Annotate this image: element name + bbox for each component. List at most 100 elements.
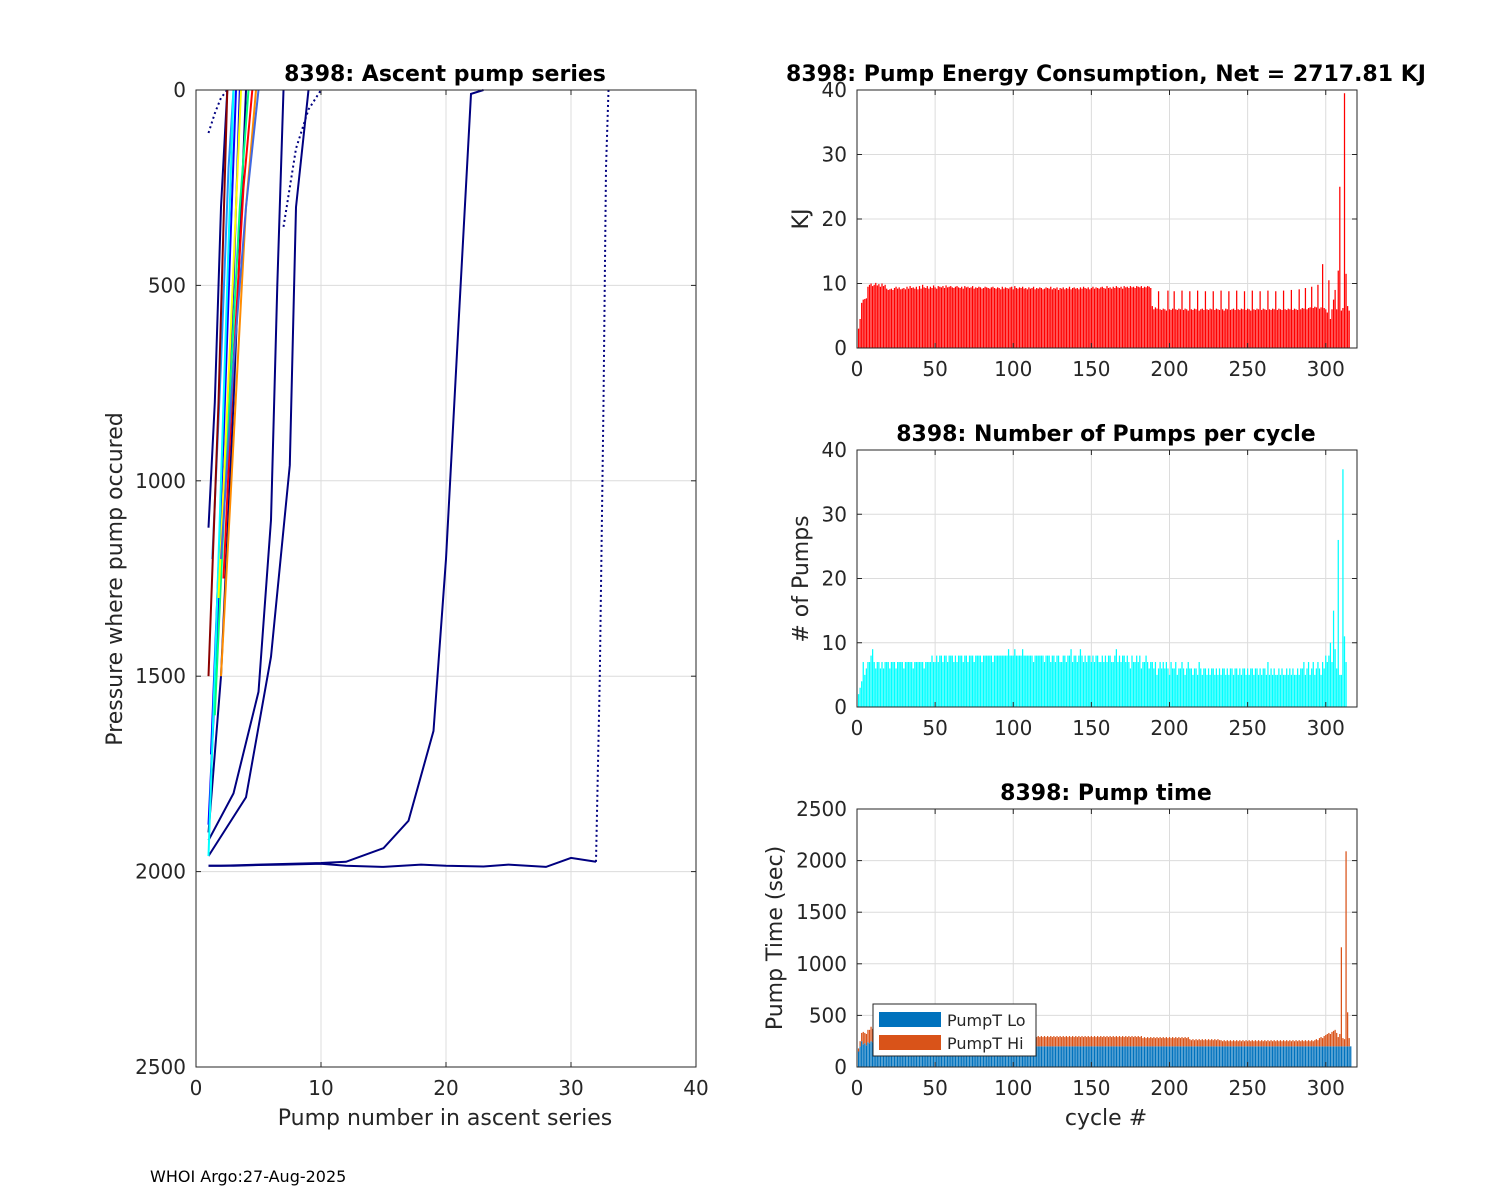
pumptime-bar [1062, 1036, 1064, 1047]
pumptime-bar [1318, 1046, 1321, 1067]
energy-bar [1059, 288, 1061, 348]
energy-bar [1304, 288, 1307, 348]
pumptime-bar [1159, 1037, 1161, 1047]
pumps-bar [1073, 655, 1075, 707]
pumptime-bar [1250, 1041, 1252, 1047]
energy-bar [1093, 288, 1096, 348]
energy-bar [959, 288, 961, 348]
energy-xtick-label: 200 [1150, 357, 1188, 381]
energy-bar [873, 284, 875, 348]
energy-bar [1012, 289, 1014, 348]
pumps-bar [1304, 674, 1307, 708]
energy-bar [1167, 290, 1169, 348]
pumps-bar [1170, 662, 1172, 707]
pumptime-bar [1273, 1040, 1275, 1047]
pumptime-bar [1136, 1046, 1138, 1067]
energy-bar [970, 287, 972, 348]
pumptime-bar [1132, 1037, 1135, 1047]
pumptime-bar [1250, 1046, 1252, 1067]
pumptime-bar [1036, 1037, 1038, 1047]
pumptime-bar [1273, 1046, 1275, 1067]
energy-bar [1282, 290, 1285, 348]
pumps-bar [1093, 662, 1096, 707]
pumptime-bar [1325, 1035, 1327, 1047]
pumptime-bar [1304, 1046, 1307, 1067]
energy-bar [1220, 290, 1222, 348]
energy-bar [1015, 288, 1017, 348]
pumptime-bar [1290, 1046, 1292, 1067]
pumptime-bar [1040, 1036, 1042, 1047]
pumptime-bar [1181, 1046, 1183, 1067]
pumps-bar [1303, 662, 1305, 707]
pumptime-bar [1268, 1046, 1271, 1067]
pumps-bar [1039, 655, 1041, 707]
pumps-bar [1061, 662, 1063, 707]
pumps-bar [936, 655, 938, 707]
pumptime-bar [1256, 1041, 1258, 1047]
pumptime-bar [1217, 1046, 1219, 1067]
pump-time-panel: 0 50 100 150 200 250 300 0 500 1000 1500 2000 2500 8… [763, 781, 1358, 1131]
pumps-bar [1212, 668, 1214, 707]
energy-bar [1226, 309, 1228, 348]
energy-bar [1265, 309, 1267, 348]
pumptime-bar [1228, 1041, 1230, 1047]
pumptime-bar [1145, 1046, 1147, 1067]
pumps-bar [867, 662, 869, 707]
pumptime-bar [1115, 1036, 1117, 1047]
pumps-bar [1256, 668, 1258, 707]
pumps-bar [1179, 668, 1182, 707]
energy-bar [1222, 309, 1224, 348]
pumptime-bar [1079, 1046, 1082, 1067]
pumps-bar [1007, 649, 1010, 707]
pumptime-bar [1317, 1046, 1319, 1067]
energy-bar [1089, 289, 1091, 348]
pumps-bar [1203, 668, 1205, 707]
energy-bar [1276, 309, 1278, 348]
energy-ytick-label: 30 [822, 143, 847, 167]
pumptime-bar [1057, 1046, 1060, 1067]
pumptime-bar [1326, 1046, 1328, 1067]
energy-bar [957, 287, 960, 348]
pumptime-bar [1206, 1040, 1208, 1047]
pumptime-bar [1262, 1041, 1264, 1047]
pumptime-bar [1061, 1037, 1063, 1047]
pumps-bar [1034, 655, 1036, 707]
pumps-bar [931, 655, 933, 707]
energy-bar [1112, 286, 1114, 348]
pumptime-bar [1134, 1036, 1136, 1047]
pumptime-bar [1062, 1046, 1064, 1067]
pumps-bar [954, 655, 957, 707]
pumps-bar [1106, 662, 1108, 707]
pumps-bar [1279, 674, 1282, 708]
pumps-bar [1100, 662, 1102, 707]
pumptime-bar [1175, 1037, 1177, 1047]
pumptime-bar [1209, 1040, 1211, 1047]
pumps-bar [1134, 662, 1136, 707]
pumptime-bar [1123, 1046, 1125, 1067]
energy-bar [1231, 309, 1233, 348]
pumptime-bar [1203, 1040, 1205, 1047]
pumptime-bar [1298, 1040, 1300, 1047]
energy-bar [1157, 291, 1160, 348]
pumptime-bar [1193, 1040, 1196, 1047]
pumptime-bar [1143, 1037, 1146, 1047]
pumps-bar [939, 655, 941, 707]
pumps-bar [1164, 668, 1166, 707]
pumptime-bar [1168, 1046, 1171, 1067]
energy-bar [1284, 309, 1286, 348]
pumptime-bar [1179, 1046, 1182, 1067]
pumptime-bar [1222, 1041, 1224, 1047]
energy-bar [1140, 286, 1142, 348]
ascent-series-line [207, 89, 229, 134]
pumptime-bar [1270, 1040, 1272, 1047]
pumptime-bar [1278, 1041, 1280, 1047]
pumptime-bar [1143, 1046, 1146, 1067]
pumps-bar [1201, 674, 1203, 708]
pumptime-bar [1290, 1041, 1292, 1047]
energy-bar [1153, 309, 1155, 348]
pumps-bar [1284, 674, 1286, 708]
energy-bar [1078, 289, 1080, 348]
pumptime-bar [865, 1033, 867, 1046]
energy-bar [903, 288, 905, 348]
pumptime-bar [1204, 1046, 1207, 1067]
